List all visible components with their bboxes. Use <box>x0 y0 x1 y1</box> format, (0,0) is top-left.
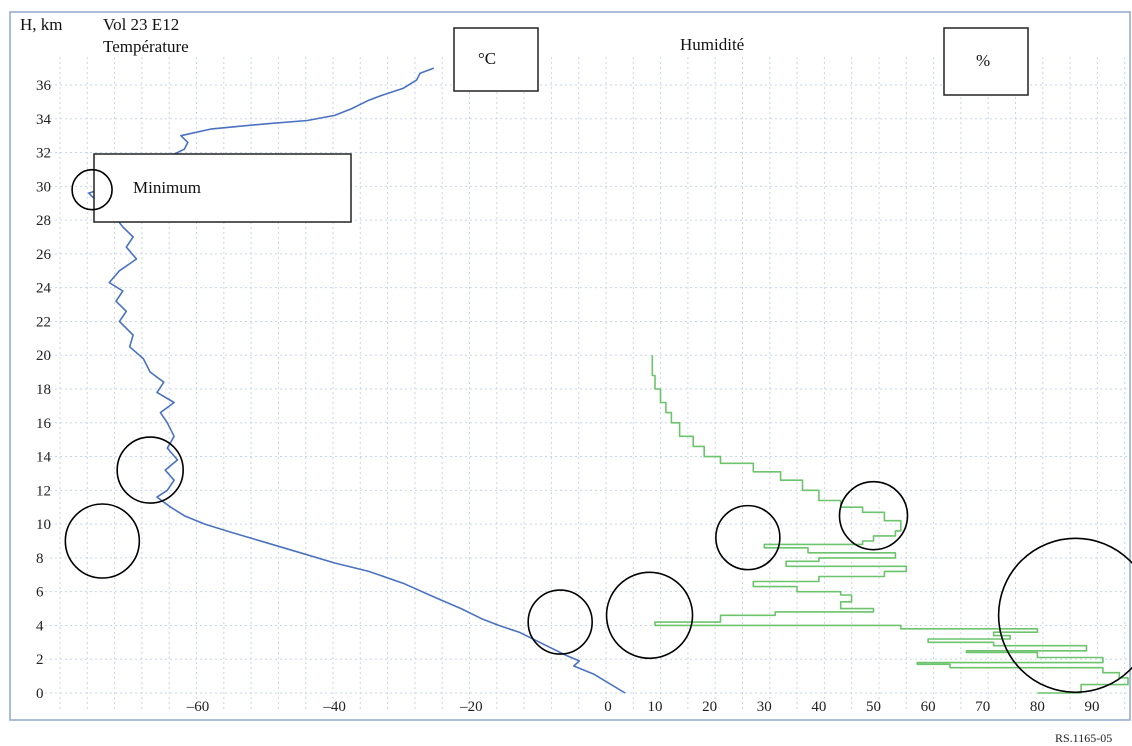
y-tick-label: 24 <box>36 281 52 297</box>
y-tick-label: 36 <box>36 78 52 94</box>
circle-annotation <box>116 436 184 504</box>
y-tick-label: 28 <box>36 213 51 229</box>
humidity-tick-labels: 10 20 30 40 50 60 70 80 90 <box>648 699 1100 715</box>
temperature-tick-label: 0 <box>604 699 612 715</box>
celsius-unit-text: °C <box>478 49 496 68</box>
y-tick-label: 10 <box>36 517 51 533</box>
temperature-series-line <box>87 67 626 694</box>
y-tick-label: 26 <box>36 247 52 263</box>
chart-subtitle: Vol 23 E12 <box>103 15 179 34</box>
humidity-label: Humidité <box>680 35 744 54</box>
y-tick-label: 34 <box>36 112 52 128</box>
circle-annotation <box>64 503 141 579</box>
y-tick-label: 6 <box>36 585 44 601</box>
humidity-tick-label: 70 <box>975 699 990 715</box>
humidity-tick-label: 80 <box>1030 699 1045 715</box>
y-tick-label: 18 <box>36 382 51 398</box>
temperature-tick-labels: –60 –40 –20 0 <box>186 699 612 715</box>
y-tick-label: 2 <box>36 652 44 668</box>
humidity-tick-label: 40 <box>811 699 826 715</box>
circle-annotation <box>838 480 909 551</box>
y-tick-label: 32 <box>36 146 51 162</box>
circle-annotation <box>605 571 694 660</box>
percent-unit-text: % <box>976 51 990 70</box>
humidity-tick-label: 50 <box>866 699 881 715</box>
temperature-tick-label: –20 <box>459 699 483 715</box>
humidity-tick-label: 60 <box>921 699 936 715</box>
circle-annotation <box>527 589 593 655</box>
circle-annotation <box>997 537 1132 694</box>
humidity-tick-label: 10 <box>648 699 663 715</box>
y-tick-label: 14 <box>36 450 52 466</box>
temperature-tick-label: –40 <box>322 699 346 715</box>
circle-annotation <box>715 504 781 571</box>
humidity-tick-label: 20 <box>702 699 717 715</box>
celsius-unit-box: °C <box>453 27 539 92</box>
figure-reference: RS.1165-05 <box>1055 731 1112 745</box>
y-tick-label: 30 <box>36 179 51 195</box>
humidity-tick-label: 30 <box>757 699 772 715</box>
y-axis-label: H, km <box>20 15 63 34</box>
y-tick-label: 16 <box>36 416 52 432</box>
humidity-series-line <box>651 355 1129 694</box>
grid <box>40 57 1130 710</box>
y-tick-label: 12 <box>36 483 51 499</box>
y-tick-label: 8 <box>36 551 44 567</box>
circle-annotations <box>64 168 1132 694</box>
temperature-label: Température <box>103 37 189 56</box>
y-tick-label: 22 <box>36 314 51 330</box>
temperature-tick-label: –60 <box>186 699 210 715</box>
humidity-tick-label: 90 <box>1085 699 1100 715</box>
minimum-annotation-box: Minimum <box>93 153 352 223</box>
circle-annotation <box>71 168 113 211</box>
plot-frame <box>9 11 1131 721</box>
minimum-label: Minimum <box>133 178 201 197</box>
percent-unit-box: % <box>943 27 1029 96</box>
y-tick-label: 4 <box>36 618 44 634</box>
y-tick-label: 20 <box>36 348 51 364</box>
y-tick-label: 0 <box>36 686 44 702</box>
